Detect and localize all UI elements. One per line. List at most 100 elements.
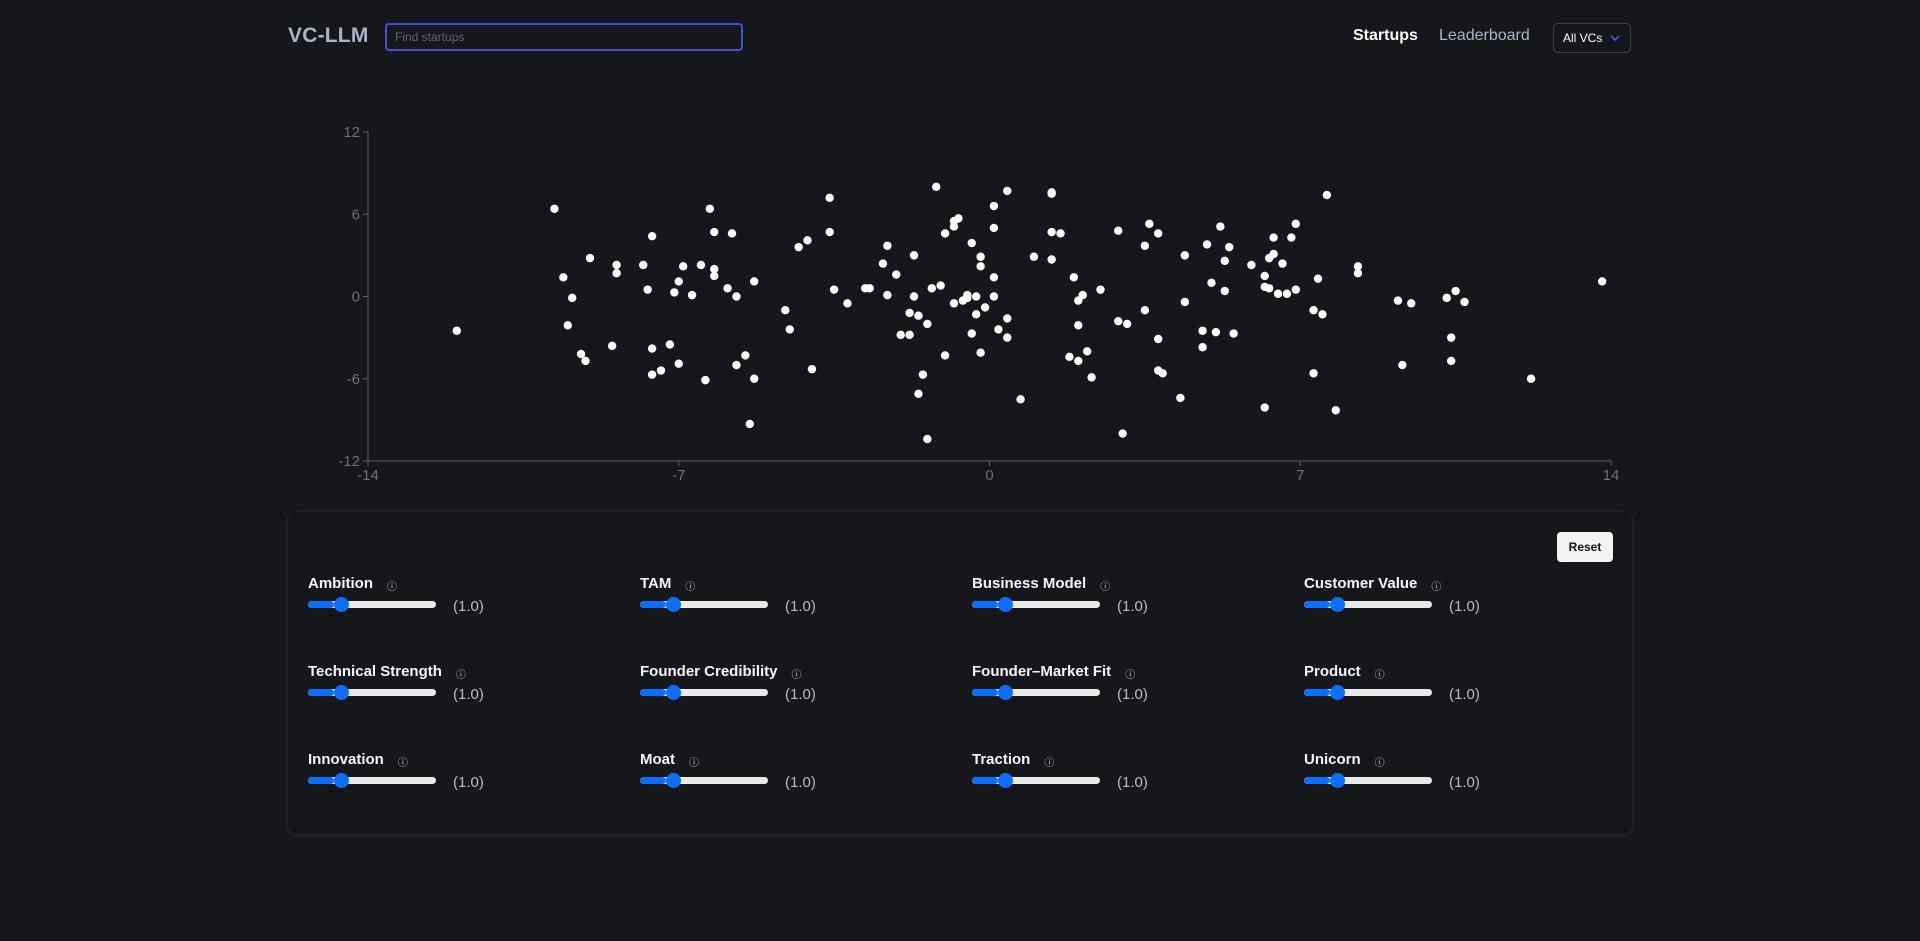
startup-point[interactable] bbox=[785, 325, 794, 334]
startup-point[interactable] bbox=[727, 229, 737, 238]
startup-point[interactable] bbox=[1145, 219, 1154, 229]
startup-point[interactable] bbox=[550, 204, 559, 213]
startup-point[interactable] bbox=[1220, 286, 1229, 296]
startup-point[interactable] bbox=[1229, 329, 1238, 338]
weight-slider[interactable] bbox=[972, 685, 1100, 700]
startup-point[interactable] bbox=[989, 223, 999, 233]
startup-point[interactable] bbox=[1056, 229, 1065, 238]
startup-point[interactable] bbox=[976, 348, 985, 357]
startup-point[interactable] bbox=[1353, 262, 1363, 271]
search-input[interactable] bbox=[385, 23, 743, 51]
info-icon[interactable]: ⓘ bbox=[387, 582, 397, 593]
startup-point[interactable] bbox=[750, 277, 759, 286]
slider-track[interactable] bbox=[972, 601, 1100, 608]
startup-point[interactable] bbox=[1309, 369, 1318, 378]
slider-track[interactable] bbox=[972, 689, 1100, 696]
startup-point[interactable] bbox=[1331, 406, 1340, 415]
startup-point[interactable] bbox=[1047, 189, 1056, 198]
startup-point[interactable] bbox=[581, 356, 590, 366]
startup-point[interactable] bbox=[741, 351, 750, 360]
startup-point[interactable] bbox=[976, 252, 985, 261]
startup-point[interactable] bbox=[1526, 374, 1536, 383]
startup-point[interactable] bbox=[1096, 285, 1105, 294]
startup-point[interactable] bbox=[1318, 310, 1327, 319]
slider-thumb[interactable] bbox=[998, 773, 1013, 788]
startup-point[interactable] bbox=[1269, 249, 1278, 259]
startup-point[interactable] bbox=[576, 349, 586, 359]
info-icon[interactable]: ⓘ bbox=[1374, 670, 1385, 681]
startup-point[interactable] bbox=[1003, 333, 1012, 342]
info-icon[interactable]: ⓘ bbox=[1431, 582, 1442, 593]
reset-button[interactable]: Reset bbox=[1557, 532, 1613, 562]
startup-point[interactable] bbox=[1065, 352, 1074, 362]
startup-point[interactable] bbox=[568, 293, 577, 303]
startup-point[interactable] bbox=[963, 290, 972, 300]
slider-thumb[interactable] bbox=[666, 685, 681, 700]
startup-point[interactable] bbox=[1202, 240, 1212, 249]
startup-point[interactable] bbox=[1446, 333, 1456, 342]
startup-point[interactable] bbox=[958, 296, 968, 305]
info-icon[interactable]: ⓘ bbox=[455, 670, 466, 681]
startup-point[interactable] bbox=[1047, 227, 1056, 237]
vc-filter-select[interactable]: All VCs bbox=[1553, 23, 1631, 53]
startup-point[interactable] bbox=[896, 330, 905, 340]
slider-thumb[interactable] bbox=[334, 685, 349, 700]
weight-slider[interactable] bbox=[972, 597, 1100, 612]
startup-point[interactable] bbox=[674, 277, 683, 286]
startup-point[interactable] bbox=[1460, 297, 1469, 307]
startup-point[interactable] bbox=[639, 260, 648, 270]
startup-point[interactable] bbox=[710, 227, 719, 237]
slider-track[interactable] bbox=[308, 601, 436, 608]
startup-point[interactable] bbox=[1029, 252, 1039, 261]
weight-slider[interactable] bbox=[640, 597, 768, 612]
slider-track[interactable] bbox=[1304, 601, 1432, 608]
startup-point[interactable] bbox=[1122, 319, 1132, 329]
slider-thumb[interactable] bbox=[666, 773, 681, 788]
startup-point[interactable] bbox=[914, 311, 923, 320]
startup-point[interactable] bbox=[1446, 356, 1456, 366]
startup-point[interactable] bbox=[1047, 255, 1056, 264]
slider-track[interactable] bbox=[1304, 689, 1432, 696]
startup-point[interactable] bbox=[1140, 306, 1150, 315]
startup-point[interactable] bbox=[1269, 233, 1278, 242]
startup-point[interactable] bbox=[1153, 334, 1163, 344]
startup-point[interactable] bbox=[909, 251, 919, 260]
startup-point[interactable] bbox=[585, 253, 595, 263]
startup-point[interactable] bbox=[1291, 285, 1301, 294]
startup-point[interactable] bbox=[1198, 343, 1207, 352]
startup-point[interactable] bbox=[1180, 297, 1190, 307]
startup-point[interactable] bbox=[696, 260, 706, 270]
nav-leaderboard-link[interactable]: Leaderboard bbox=[1439, 27, 1530, 44]
startup-point[interactable] bbox=[1176, 393, 1185, 403]
startup-point[interactable] bbox=[932, 182, 941, 192]
startup-point[interactable] bbox=[971, 310, 981, 319]
startup-point[interactable] bbox=[705, 204, 715, 213]
slider-track[interactable] bbox=[1304, 777, 1432, 784]
startup-point[interactable] bbox=[647, 344, 657, 353]
slider-track[interactable] bbox=[640, 777, 768, 784]
startup-point[interactable] bbox=[723, 284, 732, 293]
startup-point[interactable] bbox=[923, 434, 932, 444]
startup-point[interactable] bbox=[656, 366, 666, 375]
startup-point[interactable] bbox=[967, 238, 976, 248]
slider-track[interactable] bbox=[972, 777, 1100, 784]
startup-point[interactable] bbox=[1260, 282, 1269, 292]
startup-point[interactable] bbox=[883, 241, 892, 250]
startup-point[interactable] bbox=[665, 340, 675, 349]
startup-point[interactable] bbox=[940, 351, 950, 360]
slider-thumb[interactable] bbox=[1330, 685, 1345, 700]
weight-slider[interactable] bbox=[972, 773, 1100, 788]
startup-point[interactable] bbox=[989, 201, 999, 211]
startup-point[interactable] bbox=[905, 308, 914, 318]
startup-point[interactable] bbox=[807, 364, 817, 374]
info-icon[interactable]: ⓘ bbox=[1100, 582, 1111, 593]
startup-point[interactable] bbox=[883, 290, 892, 300]
startup-point[interactable] bbox=[647, 231, 657, 241]
startup-point[interactable] bbox=[980, 303, 990, 312]
startup-point[interactable] bbox=[803, 236, 812, 245]
startup-point[interactable] bbox=[1003, 314, 1012, 323]
startup-point[interactable] bbox=[1087, 373, 1096, 382]
startup-point[interactable] bbox=[1074, 321, 1083, 330]
slider-track[interactable] bbox=[308, 777, 436, 784]
startup-point[interactable] bbox=[612, 260, 621, 270]
